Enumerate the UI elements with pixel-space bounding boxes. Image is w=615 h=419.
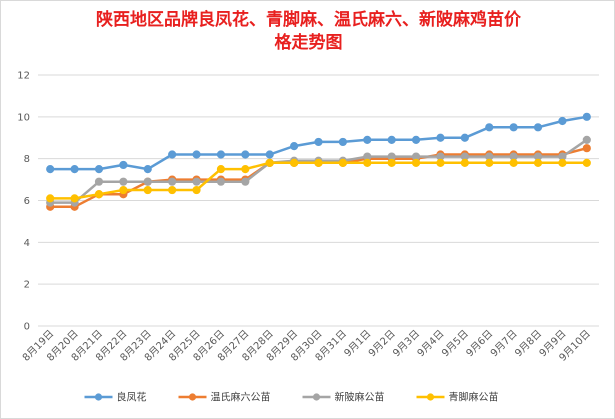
series-0 xyxy=(46,112,591,174)
chart-title-line-2: 格走势图 xyxy=(274,33,343,53)
data-point xyxy=(558,158,567,167)
data-point xyxy=(119,185,128,195)
legend-item-0: 良凤花 xyxy=(84,391,147,404)
data-point xyxy=(192,150,201,159)
data-point xyxy=(192,177,201,186)
data-point xyxy=(411,158,421,167)
data-point xyxy=(143,165,152,174)
data-point xyxy=(94,177,104,186)
legend-item-2: 新陂麻公苗 xyxy=(302,391,385,404)
data-point xyxy=(119,160,128,170)
chart-title-line-1: 陕西地区品牌良凤花、青脚麻、温氏麻六、新陂麻鸡苗价 xyxy=(96,10,521,30)
data-point xyxy=(94,190,104,199)
data-point xyxy=(119,177,128,186)
y-tick-label: 6 xyxy=(24,196,30,207)
data-point xyxy=(363,135,372,144)
data-point xyxy=(241,150,250,159)
data-point xyxy=(265,150,274,159)
data-point xyxy=(290,142,299,151)
legend-label: 新陂麻公苗 xyxy=(335,391,385,404)
series-line xyxy=(50,138,588,204)
data-point xyxy=(290,158,299,167)
legend-swatch-marker xyxy=(426,393,435,401)
data-point xyxy=(216,177,226,186)
y-tick-label: 10 xyxy=(17,112,30,123)
legend-swatch-marker xyxy=(188,393,197,401)
series-group xyxy=(46,112,591,211)
legend: 良凤花 温氏麻六公苗 新陂麻公苗 青脚麻公苗 xyxy=(84,391,499,404)
data-point xyxy=(436,158,445,167)
data-point xyxy=(192,185,201,195)
y-tick-label: 2 xyxy=(24,280,30,291)
legend-item-1: 温氏麻六公苗 xyxy=(178,391,271,404)
data-point xyxy=(582,135,591,144)
data-point xyxy=(241,165,250,174)
data-point xyxy=(314,137,323,147)
x-axis: 8月19日8月20日8月21日8月22日8月23日8月24日8月25日8月26日… xyxy=(20,328,593,364)
legend-swatch-marker xyxy=(94,393,103,401)
y-tick-label: 0 xyxy=(24,322,30,333)
legend-label: 温氏麻六公苗 xyxy=(211,391,271,404)
data-point xyxy=(533,123,543,132)
data-point xyxy=(509,123,518,132)
data-point xyxy=(168,150,177,159)
data-point xyxy=(533,158,543,167)
data-point xyxy=(582,112,591,121)
data-point xyxy=(582,144,591,153)
data-point xyxy=(363,158,372,167)
data-point xyxy=(265,158,274,167)
y-tick-label: 12 xyxy=(17,71,30,82)
data-point xyxy=(338,158,347,167)
series-2 xyxy=(46,135,591,207)
data-point xyxy=(411,135,421,144)
data-point xyxy=(168,177,177,186)
data-point xyxy=(216,150,226,159)
data-point xyxy=(436,133,445,142)
legend-label: 良凤花 xyxy=(117,391,147,404)
legend-item-3: 青脚麻公苗 xyxy=(416,391,499,404)
data-point xyxy=(314,158,323,167)
data-point xyxy=(582,158,591,167)
data-point xyxy=(387,158,396,167)
chart-title: 陕西地区品牌良凤花、青脚麻、温氏麻六、新陂麻鸡苗价 格走势图 xyxy=(1,9,615,55)
data-point xyxy=(46,194,55,203)
data-point xyxy=(94,165,104,174)
data-point xyxy=(558,116,567,126)
series-3 xyxy=(46,158,591,203)
data-point xyxy=(485,158,494,167)
data-point xyxy=(70,194,79,203)
legend-label: 青脚麻公苗 xyxy=(449,391,499,404)
data-point xyxy=(168,185,177,195)
data-point xyxy=(216,165,226,174)
data-point xyxy=(46,165,55,174)
data-point xyxy=(338,137,347,147)
data-point xyxy=(460,133,469,142)
data-point xyxy=(143,185,152,195)
data-point xyxy=(509,158,518,167)
y-axis: 0 2 4 6 8 10 12 xyxy=(17,71,30,333)
gridlines xyxy=(38,74,599,327)
data-point xyxy=(485,123,494,132)
data-point xyxy=(70,165,79,174)
data-point xyxy=(143,177,152,186)
data-point xyxy=(460,158,469,167)
y-tick-label: 4 xyxy=(24,238,30,249)
y-tick-label: 8 xyxy=(24,154,30,165)
data-point xyxy=(387,135,396,144)
data-point xyxy=(241,177,250,186)
legend-swatch-marker xyxy=(312,393,321,401)
